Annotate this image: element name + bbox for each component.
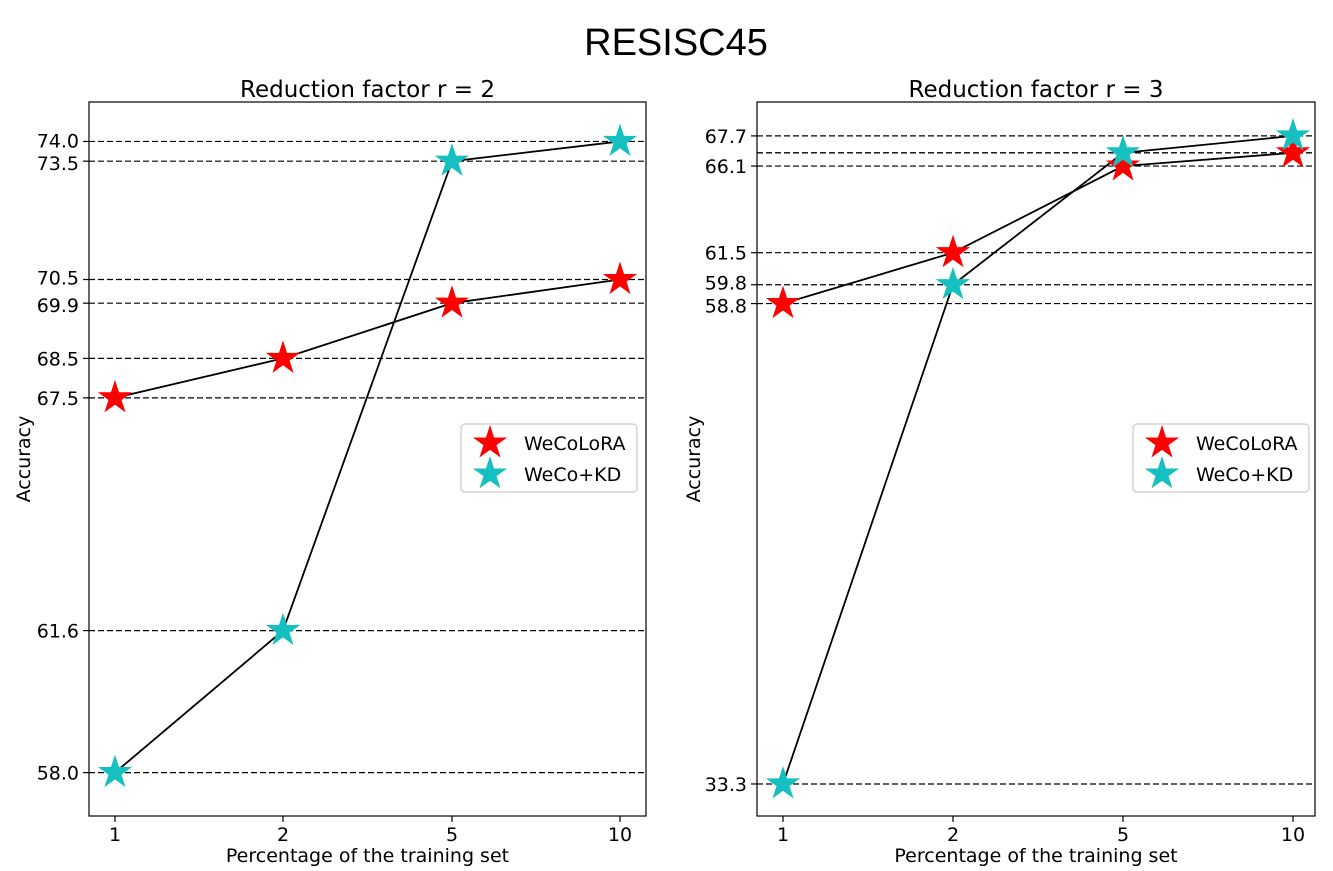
series-1-point-1 [265, 612, 301, 646]
y-tick-label-6: 73.5 [37, 153, 79, 175]
series-1-point-1 [935, 266, 971, 300]
series-0-point-0 [765, 285, 801, 319]
legend-label-0: WeCoLoRA [524, 433, 626, 455]
y-axis-label: Accuracy [13, 416, 35, 503]
y-tick-label-5: 70.5 [37, 268, 79, 290]
y-tick-label-2: 67.5 [37, 388, 79, 410]
figure-title: RESISC45 [584, 22, 768, 64]
y-tick-label-3: 68.5 [37, 348, 79, 370]
series-0-point-2 [1105, 148, 1141, 181]
series-1-point-0 [765, 765, 801, 799]
series-0-point-3 [1275, 134, 1311, 168]
y-tick-label-3: 61.5 [705, 243, 747, 265]
x-tick-label-1: 2 [947, 824, 959, 846]
x-tick-label-2: 5 [1117, 824, 1129, 846]
series-1-point-2 [434, 143, 470, 176]
legend-box [1132, 423, 1310, 493]
series-line-1 [782, 135, 1294, 785]
y-tick-label-4: 69.9 [37, 295, 79, 317]
x-tick-label-0: 1 [109, 824, 121, 846]
series-0-point-2 [434, 285, 470, 318]
axes-frame [756, 101, 1316, 817]
x-tick-label-0: 1 [777, 824, 789, 846]
y-tick-label-7: 74.0 [37, 130, 79, 152]
legend-label-0: WeCoLoRA [1196, 433, 1298, 455]
x-tick-label-1: 2 [277, 824, 289, 846]
series-0-point-3 [602, 261, 638, 295]
series-1-point-0 [97, 754, 133, 788]
y-tick-label-1: 61.6 [37, 621, 79, 643]
legend-marker-1 [1144, 456, 1180, 489]
series-0-point-1 [935, 234, 971, 268]
x-axis-label: Percentage of the training set [894, 845, 1177, 867]
series-0-point-1 [265, 340, 301, 373]
axes-frame [88, 101, 647, 817]
series-line-1 [114, 140, 621, 774]
x-tick-label-2: 5 [446, 824, 458, 846]
x-axis-label: Percentage of the training set [226, 845, 509, 867]
y-tick-label-5: 67.7 [705, 126, 747, 148]
y-tick-label-0: 33.3 [705, 774, 747, 796]
x-tick-label-3: 10 [608, 824, 632, 846]
series-line-0 [114, 278, 621, 399]
series-line-0 [782, 151, 1294, 305]
y-tick-label-0: 58.0 [37, 763, 79, 785]
legend-marker-0 [1144, 425, 1180, 458]
chart-r3: 1 2 5 10 33.3 58.859.8 61.5 66.1 67.7 Reduction f… [683, 77, 1316, 867]
y-tick-label-2: 59.8 [705, 273, 747, 295]
chart-title: Reduction factor r = 3 [909, 77, 1164, 103]
legend-marker-0 [472, 425, 508, 458]
y-axis-label: Accuracy [683, 416, 705, 503]
y-tick-label-4: 66.1 [705, 156, 747, 178]
legend-box [460, 423, 638, 493]
legend-label-1: WeCo+KD [1196, 464, 1293, 486]
chart-title: Reduction factor r = 2 [240, 77, 495, 103]
series-1-point-3 [1275, 117, 1311, 151]
series-1-point-2 [1105, 134, 1141, 168]
chart-r2: 1 2 5 10 58.0 61.6 67.5 68.5 69.9 70.5 73.574.0 Red… [13, 77, 647, 867]
legend-marker-1 [472, 456, 508, 489]
legend-label-1: WeCo+KD [524, 464, 621, 486]
y-tick-label-1: 58.8 [705, 296, 747, 318]
series-1-point-3 [602, 123, 638, 157]
x-tick-label-3: 10 [1281, 824, 1305, 846]
series-0-point-0 [97, 379, 133, 413]
